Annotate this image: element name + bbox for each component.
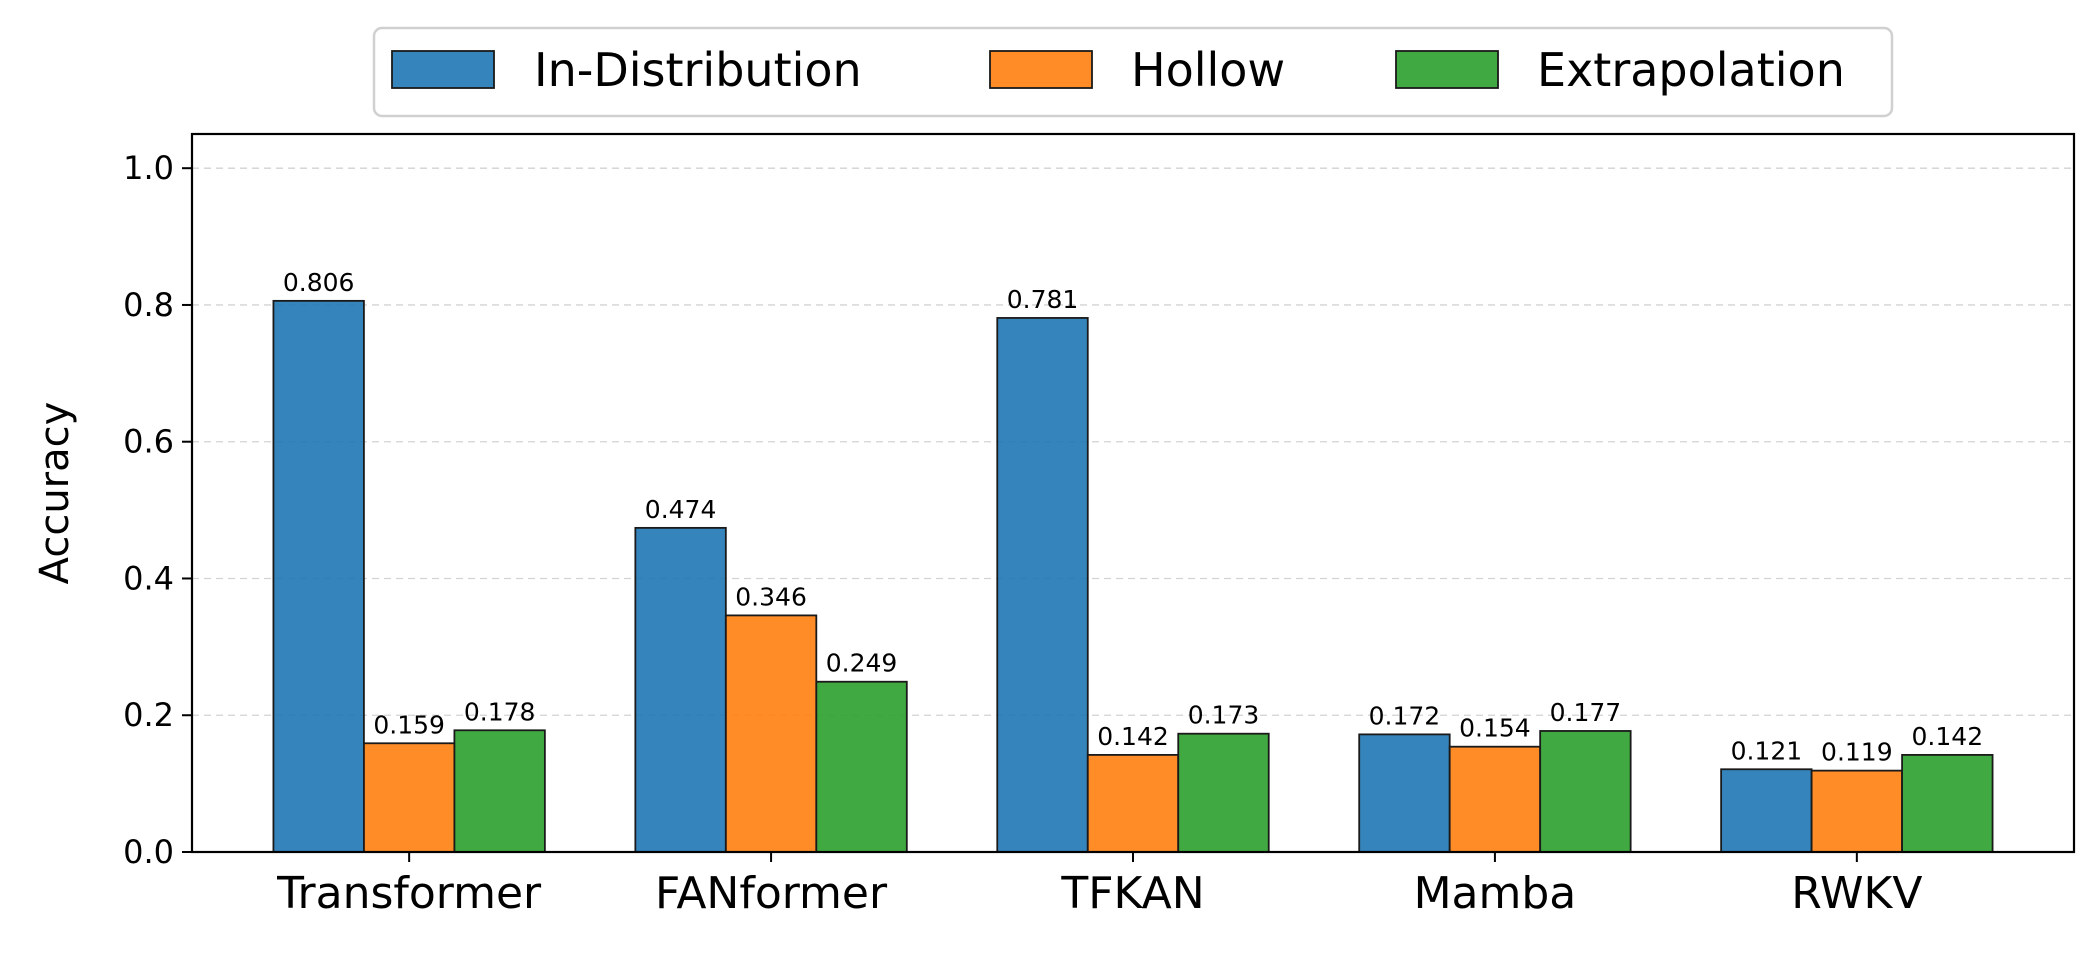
bar-value-label: 0.177: [1550, 698, 1622, 727]
bar-value-label: 0.154: [1459, 714, 1531, 743]
bar-value-label: 0.173: [1188, 701, 1260, 730]
bar-hollow-transformer: [363, 742, 456, 853]
y-tick-label: 0.4: [123, 559, 174, 597]
bar-extrapolation-transformer: [453, 729, 546, 853]
bar-hollow-rwkv: [1810, 769, 1903, 853]
bar-value-label: 0.121: [1731, 736, 1803, 765]
x-tick-label: FANformer: [655, 868, 888, 919]
x-tick-label: RWKV: [1791, 868, 1922, 919]
legend-swatch-in-distribution: [391, 50, 495, 89]
y-axis: 0.0 0.2 0.4 0.6 0.8 1.0: [123, 149, 192, 871]
bar-extrapolation-fanformer: [815, 680, 908, 853]
bar-value-label: 0.142: [1912, 722, 1984, 751]
bar-in-distribution-mamba: [1358, 733, 1451, 853]
y-tick-label: 0.6: [123, 423, 174, 461]
bar-hollow-tfkan: [1086, 753, 1180, 853]
y-tick-label: 0.2: [123, 696, 174, 734]
bar-extrapolation-tfkan: [1177, 732, 1270, 853]
legend-swatch-extrapolation: [1395, 50, 1499, 89]
bars: [272, 299, 1994, 853]
legend: In-Distribution Hollow Extrapolation: [372, 26, 1894, 118]
bar-in-distribution-fanformer: [634, 526, 727, 853]
x-tick-label: Transformer: [276, 868, 542, 919]
x-axis: Transformer FANformer TFKAN Mamba RWKV: [276, 852, 1922, 919]
grid-lines: [192, 167, 2074, 716]
y-axis-title: Accuracy: [32, 402, 78, 585]
bar-value-label: 0.806: [283, 268, 355, 297]
x-tick-label: Mamba: [1414, 868, 1577, 919]
x-tick-label: TFKAN: [1060, 868, 1204, 919]
legend-swatch-hollow: [989, 50, 1093, 89]
bar-in-distribution-tfkan: [996, 317, 1089, 853]
bar-value-label: 0.119: [1821, 738, 1893, 767]
bar-hollow-mamba: [1448, 745, 1542, 853]
bar-value-label: 0.159: [373, 710, 445, 739]
bar-value-label: 0.474: [645, 495, 717, 524]
y-tick-label: 1.0: [123, 149, 174, 187]
bar-value-label: 0.142: [1097, 722, 1169, 751]
bar-value-label: 0.178: [464, 697, 536, 726]
bar-extrapolation-rwkv: [1901, 753, 1994, 853]
data-labels: 0.806 0.159 0.178 0.474 0.346 0.249 0.781 0.142…: [283, 268, 1983, 767]
bar-hollow-fanformer: [724, 614, 818, 853]
bar-value-label: 0.172: [1369, 701, 1441, 730]
legend-frame: [372, 26, 1894, 118]
bar-value-label: 0.781: [1007, 285, 1079, 314]
bar-value-label: 0.249: [826, 649, 898, 678]
bar-extrapolation-mamba: [1539, 730, 1632, 853]
y-tick-label: 0.0: [123, 833, 174, 871]
bar-in-distribution-rwkv: [1720, 768, 1813, 853]
legend-label: Extrapolation: [1537, 43, 1845, 97]
bar-value-label: 0.346: [735, 582, 807, 611]
legend-label: In-Distribution: [534, 43, 862, 97]
bar-in-distribution-transformer: [272, 299, 365, 853]
legend-label: Hollow: [1131, 43, 1285, 97]
y-tick-label: 0.8: [123, 286, 174, 324]
